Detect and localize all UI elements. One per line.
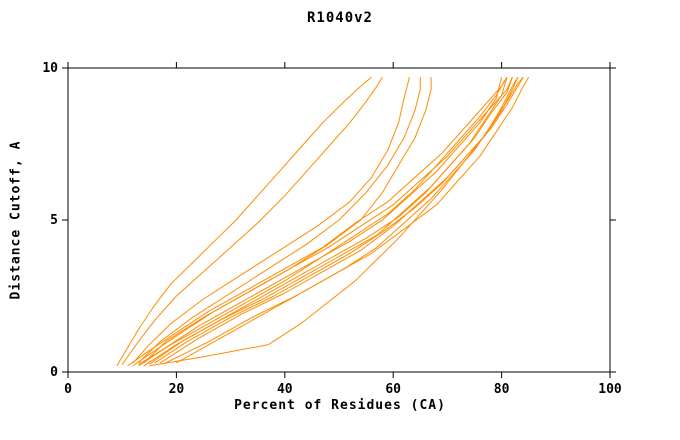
series-curve-16 — [138, 76, 508, 365]
x-axis-label: Percent of Residues (CA) — [234, 398, 446, 413]
series-curve-6 — [138, 76, 503, 367]
y-tick-label: 5 — [50, 213, 58, 228]
series-curve-3 — [132, 76, 410, 364]
x-tick-label: 60 — [385, 382, 401, 397]
chart-title: R1040v2 — [306, 10, 373, 26]
series-curve-2 — [121, 76, 383, 365]
x-tick-label: 40 — [277, 382, 293, 397]
x-tick-label: 0 — [64, 382, 72, 397]
series-curve-9 — [154, 76, 519, 364]
y-tick-label: 10 — [42, 61, 58, 76]
series-curve-13 — [132, 76, 513, 367]
series-curve-8 — [149, 76, 513, 365]
series-curve-11 — [176, 76, 524, 364]
series-curve-1 — [116, 76, 372, 367]
series-curve-12 — [149, 76, 519, 367]
series-curve-5 — [143, 77, 432, 364]
x-tick-label: 20 — [169, 382, 185, 397]
series-curve-15 — [165, 76, 530, 364]
x-tick-label: 100 — [598, 382, 622, 397]
series-curve-14 — [127, 76, 508, 367]
x-tick-label: 80 — [494, 382, 510, 397]
series-curve-10 — [159, 76, 524, 364]
series-curve-4 — [138, 77, 421, 364]
y-tick-label: 0 — [50, 365, 58, 380]
